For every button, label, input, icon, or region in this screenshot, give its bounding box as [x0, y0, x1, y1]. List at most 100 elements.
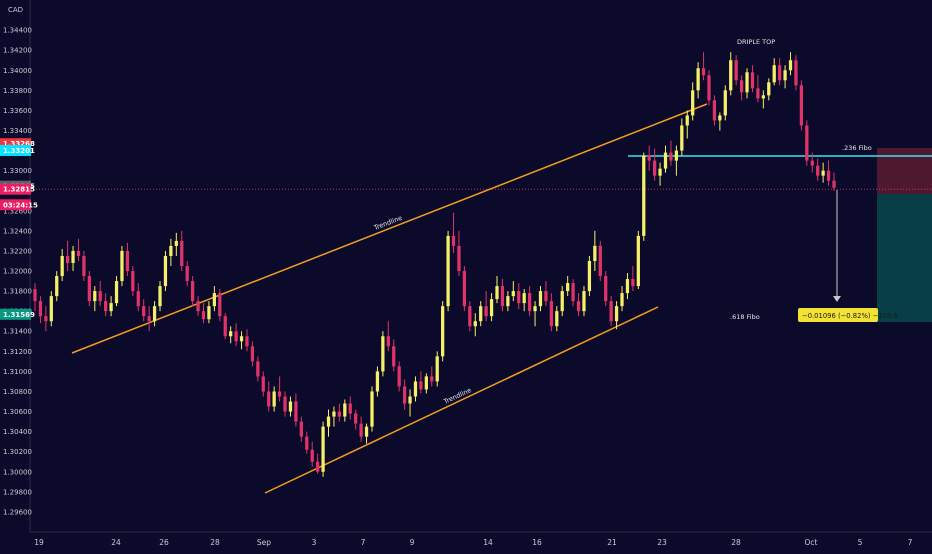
candle-body: [375, 371, 380, 392]
price-tag-bg: [0, 144, 31, 156]
candle-body: [98, 291, 102, 302]
y-tick-label: 1.33600: [3, 107, 32, 115]
candle-body: [234, 331, 238, 342]
candle-body: [685, 115, 689, 126]
candle-body: [321, 426, 325, 472]
y-tick-label: 1.29800: [3, 488, 32, 496]
candle-body: [218, 293, 222, 317]
candle-body: [196, 301, 200, 312]
candle-body: [598, 245, 602, 277]
candle-body: [180, 240, 184, 266]
price-tag-label: 1.32815: [3, 186, 35, 194]
candle-body: [691, 90, 695, 116]
candle-body: [207, 306, 211, 320]
candle-body: [229, 331, 233, 337]
candle-body: [647, 155, 651, 161]
candle-body: [739, 80, 744, 93]
candle-body: [245, 336, 249, 347]
upper-trendline[interactable]: [71, 103, 708, 354]
measure-label-bg: [798, 308, 878, 322]
candle-body: [826, 170, 831, 181]
currency-label: CAD: [8, 6, 23, 14]
candle-body: [576, 301, 581, 312]
candle-body: [462, 271, 467, 307]
candle-body: [794, 60, 798, 86]
candle-body: [821, 170, 825, 176]
candle-body: [114, 281, 119, 304]
candle-body: [44, 316, 48, 322]
candle-body: [283, 396, 287, 412]
candle-body: [65, 255, 70, 263]
candle-body: [261, 376, 265, 392]
candle-body: [158, 286, 162, 307]
candle-body: [147, 316, 151, 322]
candle-body: [408, 396, 412, 404]
candle-body: [799, 85, 804, 126]
candle-body: [152, 306, 157, 322]
candle-body: [277, 391, 282, 397]
candle-body: [712, 100, 717, 121]
lower-trendline[interactable]: [264, 306, 659, 494]
y-tick-label: 1.30800: [3, 388, 32, 396]
x-tick-label: Sep: [257, 538, 271, 547]
x-tick-label: 7: [908, 538, 913, 547]
candle-body: [87, 276, 91, 302]
candle-body: [256, 361, 260, 377]
candle-body: [430, 376, 434, 382]
x-tick-label: 26: [159, 538, 169, 547]
candle-body: [76, 250, 81, 256]
candle-body: [60, 255, 64, 277]
x-axis-ticks: 19 24 26 28 Sep 3 7 9 14 16 21 23 28 Oct 5 7: [34, 538, 912, 547]
candle-body: [125, 250, 130, 272]
candle-body: [761, 95, 765, 99]
candle-body: [631, 279, 635, 287]
candle-body: [294, 401, 298, 422]
price-tag-bg: [0, 308, 31, 320]
candle-body: [370, 391, 374, 427]
candle-body: [190, 281, 195, 302]
candle-body: [473, 321, 477, 327]
candle-body: [745, 72, 749, 93]
candle-body: [359, 423, 363, 437]
x-tick-label: 14: [483, 538, 493, 547]
candle-body: [533, 306, 537, 312]
candle-body: [82, 255, 86, 277]
x-tick-label: 3: [312, 538, 317, 547]
x-tick-label: 28: [210, 538, 220, 547]
candle-body: [239, 336, 244, 342]
candle-body: [636, 235, 640, 287]
candle-body: [566, 283, 570, 292]
y-tick-label: 1.32200: [3, 247, 32, 255]
price-tag-bg: [0, 138, 31, 150]
y-tick-label: 1.30000: [3, 468, 32, 476]
candle-body: [625, 279, 630, 294]
candle-body: [658, 168, 662, 176]
y-tick-label: 1.32000: [3, 268, 32, 276]
candle-body: [343, 403, 347, 417]
candle-body: [810, 160, 814, 166]
y-tick-label: 1.34000: [3, 67, 32, 75]
candle-body: [788, 60, 793, 71]
y-tick-label: 1.33800: [3, 87, 32, 95]
measure-arrow-head: [833, 296, 841, 302]
candle-body: [680, 125, 684, 151]
candle-body: [332, 411, 336, 417]
candle-body: [816, 165, 820, 176]
y-tick-label: 1.33000: [3, 167, 32, 175]
price-tag-label: 03:24:15: [3, 201, 38, 209]
candle-body: [609, 301, 613, 322]
candle-body: [701, 68, 706, 76]
candle-body: [489, 299, 494, 317]
candle-body: [120, 250, 124, 282]
candle-body: [805, 125, 809, 161]
candle-body: [326, 416, 331, 427]
candle-body: [212, 293, 216, 307]
candle-body: [201, 311, 206, 320]
candle-body: [669, 152, 673, 161]
candle-body: [495, 286, 499, 300]
price-tag-label: 1.33268: [3, 140, 35, 148]
candle-body: [729, 60, 733, 91]
candle-body: [734, 60, 738, 81]
